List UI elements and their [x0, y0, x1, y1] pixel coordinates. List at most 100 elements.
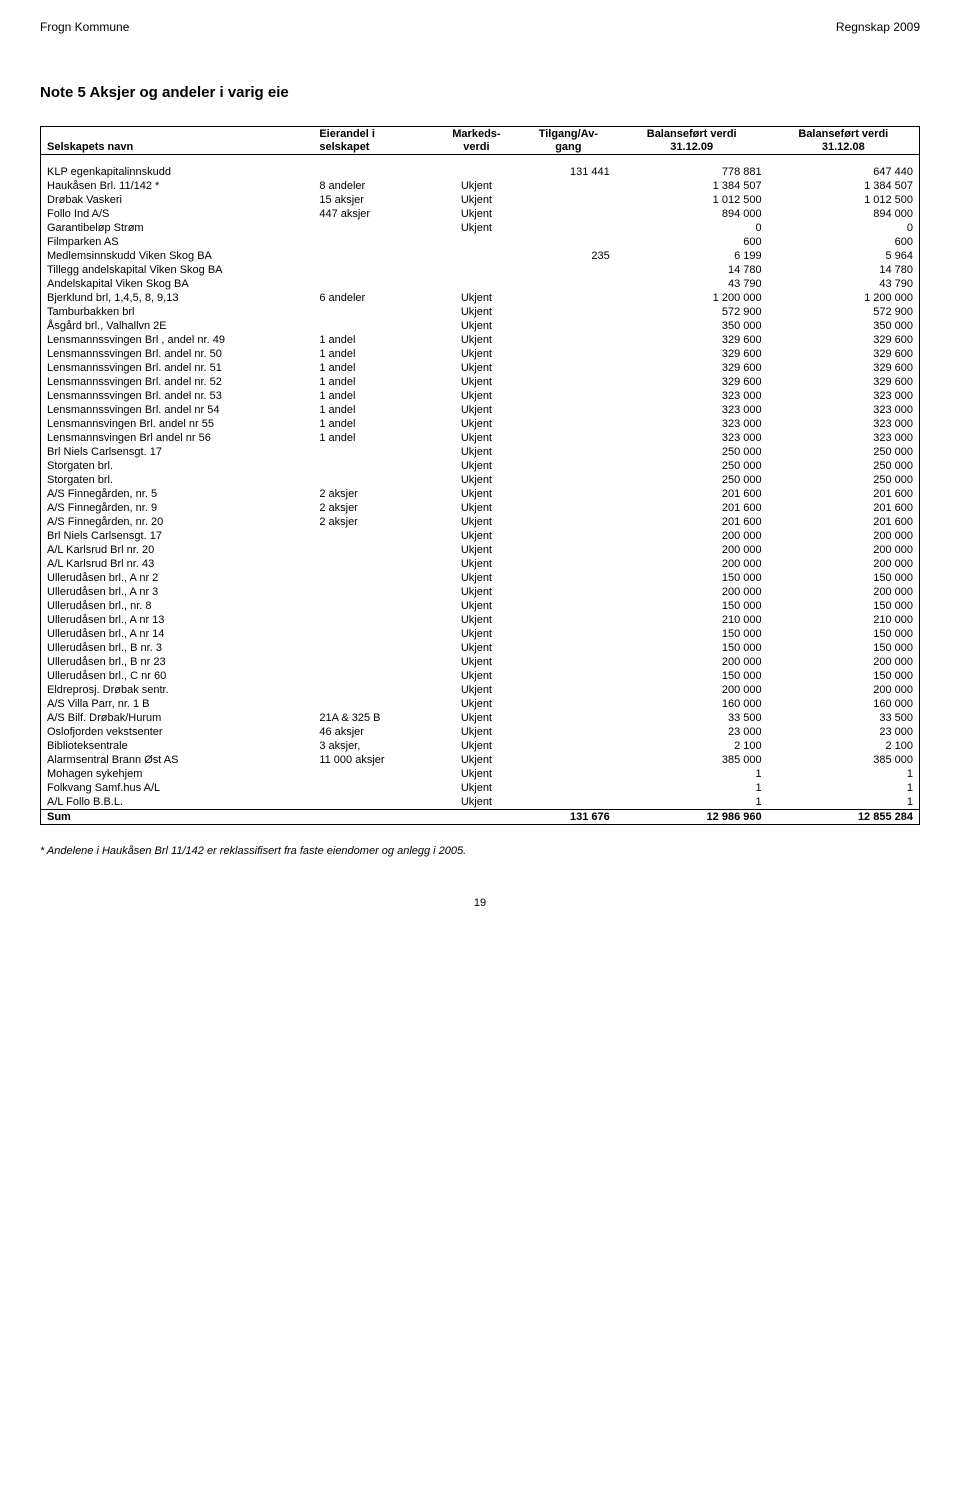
table-row: Ullerudåsen brl., A nr 2Ukjent150 000150…	[41, 571, 920, 585]
cell-bal08: 150 000	[768, 641, 920, 655]
cell-tilgang	[521, 767, 616, 781]
cell-eier	[313, 683, 432, 697]
cell-name: Lensmannssvingen Brl , andel nr. 49	[41, 333, 314, 347]
cell-markeds: Ukjent	[432, 515, 521, 529]
cell-eier	[313, 557, 432, 571]
cell-bal09: 6 199	[616, 249, 768, 263]
table-row: Lensmannssvingen Brl , andel nr. 491 and…	[41, 333, 920, 347]
cell-tilgang	[521, 277, 616, 291]
cell-bal08: 329 600	[768, 347, 920, 361]
cell-tilgang	[521, 697, 616, 711]
cell-eier	[313, 305, 432, 319]
cell-bal08: 250 000	[768, 445, 920, 459]
cell-name: Folkvang Samf.hus A/L	[41, 781, 314, 795]
cell-eier	[313, 165, 432, 179]
header-left: Frogn Kommune	[40, 20, 129, 34]
cell-bal08: 201 600	[768, 487, 920, 501]
cell-name: Åsgård brl., Valhallvn 2E	[41, 319, 314, 333]
cell-bal09: 200 000	[616, 529, 768, 543]
table-row: A/S Bilf. Drøbak/Hurum21A & 325 BUkjent3…	[41, 711, 920, 725]
cell-bal09: 150 000	[616, 641, 768, 655]
cell-bal08: 200 000	[768, 655, 920, 669]
table-row: Follo Ind A/S447 aksjerUkjent894 000894 …	[41, 207, 920, 221]
cell-bal09: 1	[616, 767, 768, 781]
cell-name: Ullerudåsen brl., A nr 2	[41, 571, 314, 585]
cell-markeds: Ukjent	[432, 585, 521, 599]
table-row: Haukåsen Brl. 11/142 *8 andelerUkjent1 3…	[41, 179, 920, 193]
cell-eier: 2 aksjer	[313, 487, 432, 501]
cell-name: Lensmannssvingen Brl. andel nr. 53	[41, 389, 314, 403]
cell-tilgang	[521, 221, 616, 235]
cell-bal08: 1	[768, 767, 920, 781]
cell-name: Brl Niels Carlsensgt. 17	[41, 529, 314, 543]
cell-markeds: Ukjent	[432, 739, 521, 753]
cell-name: A/S Finnegården, nr. 20	[41, 515, 314, 529]
cell-name: Biblioteksentrale	[41, 739, 314, 753]
cell-eier: 11 000 aksjer	[313, 753, 432, 767]
cell-markeds: Ukjent	[432, 725, 521, 739]
cell-bal08: 323 000	[768, 389, 920, 403]
table-row: Eldreprosj. Drøbak sentr.Ukjent200 00020…	[41, 683, 920, 697]
cell-name: A/S Bilf. Drøbak/Hurum	[41, 711, 314, 725]
cell-bal09: 572 900	[616, 305, 768, 319]
cell-eier	[313, 445, 432, 459]
cell-eier	[313, 459, 432, 473]
table-row: Ullerudåsen brl., A nr 3Ukjent200 000200…	[41, 585, 920, 599]
cell-tilgang	[521, 347, 616, 361]
cell-bal09: 250 000	[616, 459, 768, 473]
cell-name: Lensmannssvingen Brl. andel nr. 50	[41, 347, 314, 361]
cell-bal09: 250 000	[616, 445, 768, 459]
cell-bal08: 201 600	[768, 515, 920, 529]
cell-markeds: Ukjent	[432, 711, 521, 725]
cell-bal09: 200 000	[616, 585, 768, 599]
cell-name: Oslofjorden vekstsenter	[41, 725, 314, 739]
cell-bal08: 323 000	[768, 431, 920, 445]
table-row: Folkvang Samf.hus A/LUkjent11	[41, 781, 920, 795]
cell-bal08: 200 000	[768, 585, 920, 599]
cell-bal09: 323 000	[616, 389, 768, 403]
cell-markeds: Ukjent	[432, 207, 521, 221]
cell-markeds: Ukjent	[432, 221, 521, 235]
cell-eier	[313, 543, 432, 557]
cell-eier	[313, 249, 432, 263]
cell-tilgang	[521, 431, 616, 445]
cell-markeds	[432, 235, 521, 249]
cell-tilgang	[521, 305, 616, 319]
table-row: Lensmannssvingen Brl. andel nr. 501 ande…	[41, 347, 920, 361]
cell-tilgang	[521, 627, 616, 641]
page-header: Frogn Kommune Regnskap 2009	[40, 20, 920, 34]
footnote: * Andelene i Haukåsen Brl 11/142 er rekl…	[40, 845, 920, 857]
cell-eier	[313, 655, 432, 669]
cell-eier	[313, 613, 432, 627]
cell-bal09: 201 600	[616, 515, 768, 529]
cell-eier: 1 andel	[313, 431, 432, 445]
cell-bal09: 1 384 507	[616, 179, 768, 193]
cell-markeds: Ukjent	[432, 571, 521, 585]
cell-tilgang	[521, 739, 616, 753]
cell-bal09: 329 600	[616, 347, 768, 361]
cell-markeds: Ukjent	[432, 291, 521, 305]
cell-name: Lensmannsvingen Brl. andel nr 55	[41, 417, 314, 431]
cell-bal08: 647 440	[768, 165, 920, 179]
table-row: Alarmsentral Brann Øst AS11 000 aksjerUk…	[41, 753, 920, 767]
sum-bal09: 12 986 960	[616, 809, 768, 824]
cell-bal08: 1	[768, 781, 920, 795]
cell-tilgang: 235	[521, 249, 616, 263]
cell-markeds: Ukjent	[432, 319, 521, 333]
cell-tilgang	[521, 375, 616, 389]
cell-tilgang	[521, 319, 616, 333]
cell-bal09: 329 600	[616, 361, 768, 375]
cell-markeds: Ukjent	[432, 557, 521, 571]
cell-tilgang	[521, 235, 616, 249]
cell-tilgang	[521, 179, 616, 193]
table-row: A/S Finnegården, nr. 92 aksjerUkjent201 …	[41, 501, 920, 515]
cell-bal09: 160 000	[616, 697, 768, 711]
cell-bal08: 33 500	[768, 711, 920, 725]
cell-markeds	[432, 277, 521, 291]
cell-markeds	[432, 249, 521, 263]
cell-bal08: 150 000	[768, 571, 920, 585]
cell-name: Tamburbakken brl	[41, 305, 314, 319]
table-row: Storgaten brl.Ukjent250 000250 000	[41, 473, 920, 487]
cell-tilgang	[521, 389, 616, 403]
cell-name: Follo Ind A/S	[41, 207, 314, 221]
